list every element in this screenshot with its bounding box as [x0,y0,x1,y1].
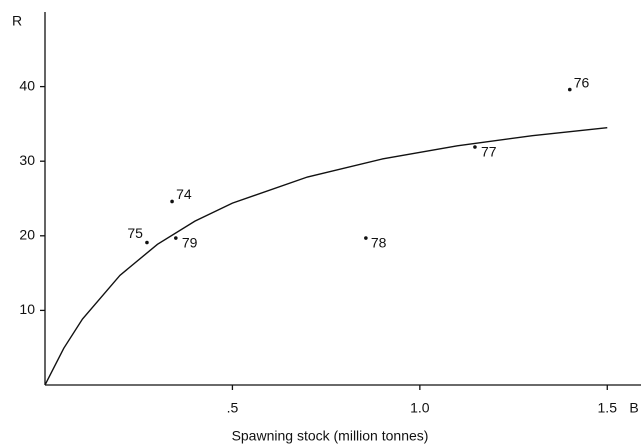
point-label: 74 [176,186,192,202]
x-tick-label: 1.0 [410,400,430,416]
point [473,145,477,149]
point [364,236,368,240]
y-tick-label: 40 [19,77,35,93]
fit-curve [44,127,608,386]
point-label: 79 [182,235,198,251]
point [145,240,149,245]
y-tick-label: 10 [19,301,35,317]
x-tick-label: 1.5 [598,400,618,416]
point-label: 75 [127,225,143,241]
point-label: 78 [371,235,387,251]
y-tick-label: 30 [19,152,35,168]
x-axis-name: B [629,400,638,416]
x-axis-label: Spawning stock (million tonnes) [232,428,429,444]
point-label: 77 [481,144,497,160]
point [170,199,174,204]
y-axis-label: R [12,13,22,29]
point [567,87,572,92]
y-tick-label: 20 [19,227,35,243]
x-tick-label: .5 [227,400,239,416]
point [174,236,178,240]
point-label: 76 [574,74,590,90]
